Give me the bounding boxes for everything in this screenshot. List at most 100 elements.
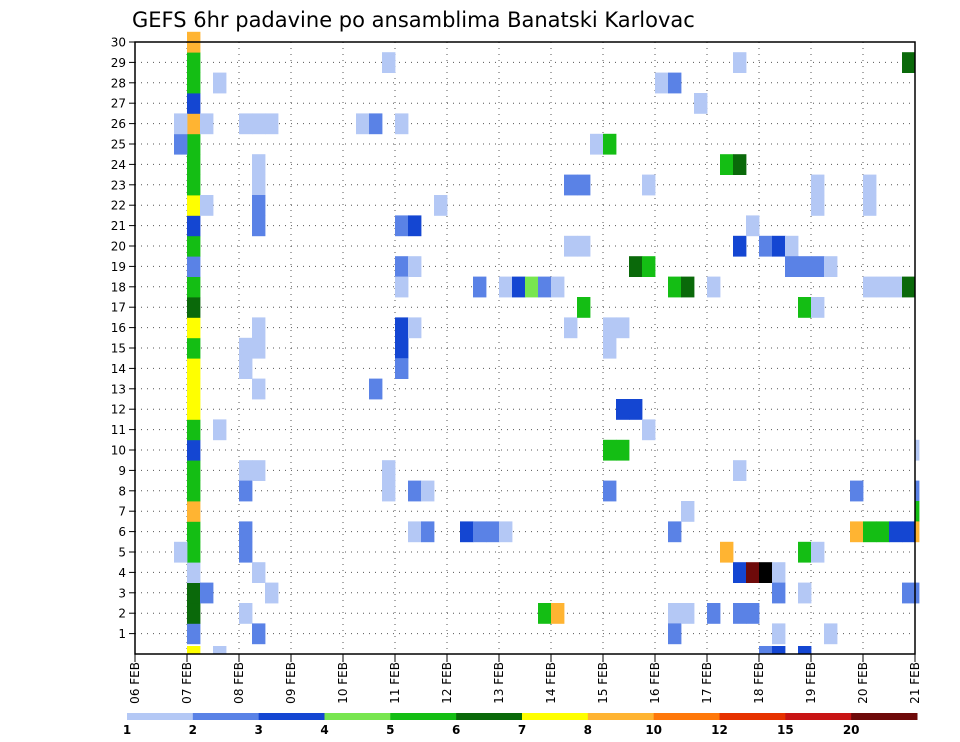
- x-tick-label: 14 FEB: [544, 662, 558, 704]
- precip-cell: [746, 562, 760, 583]
- precip-cell: [850, 480, 864, 502]
- precip-cell: [772, 623, 786, 645]
- precip-cell: [915, 582, 920, 604]
- precip-cell: [187, 276, 201, 298]
- legend-label: 3: [254, 723, 262, 737]
- y-axis: 1234567891011121314151617181920212223242…: [111, 36, 135, 641]
- precip-cell: [707, 603, 721, 624]
- precip-cell: [239, 603, 253, 624]
- y-tick-label: 2: [118, 607, 126, 621]
- precip-cell: [616, 317, 630, 339]
- precip-cell: [252, 174, 266, 196]
- precip-cell: [564, 317, 578, 339]
- legend-label: 12: [711, 723, 728, 737]
- precip-cell: [772, 582, 786, 604]
- precip-cell: [187, 646, 201, 655]
- precip-cell: [187, 521, 201, 543]
- precip-cell: [460, 521, 474, 543]
- precip-cell: [187, 562, 201, 583]
- precip-cell: [187, 52, 201, 73]
- precip-cell: [538, 603, 552, 624]
- precip-cell: [395, 113, 409, 135]
- y-tick-label: 15: [111, 342, 126, 356]
- x-tick-label: 21 FEB: [908, 662, 922, 704]
- precip-cell: [200, 582, 214, 604]
- precip-cell: [811, 195, 825, 216]
- precip-cell: [772, 562, 786, 583]
- y-tick-label: 3: [118, 586, 126, 600]
- y-tick-label: 10: [111, 444, 126, 458]
- precip-cell: [174, 133, 188, 155]
- precip-cell: [720, 541, 734, 563]
- precip-cell: [863, 276, 877, 298]
- precip-cell: [382, 460, 396, 481]
- x-tick-label: 15 FEB: [596, 662, 610, 704]
- precip-cell: [187, 358, 201, 379]
- y-tick-label: 8: [118, 484, 126, 498]
- precip-cell: [200, 113, 214, 135]
- precip-cell: [811, 541, 825, 563]
- precip-cell: [421, 480, 435, 502]
- y-tick-label: 6: [118, 525, 126, 539]
- precip-cell: [239, 480, 253, 502]
- y-tick-label: 19: [111, 260, 126, 274]
- precip-cell: [603, 480, 617, 502]
- precip-cell: [733, 52, 747, 73]
- y-tick-label: 23: [111, 178, 126, 192]
- y-tick-label: 20: [111, 240, 126, 254]
- precip-cell: [408, 521, 422, 543]
- precip-cell: [551, 276, 565, 298]
- legend-swatch: [653, 713, 720, 720]
- precip-cell: [798, 582, 812, 604]
- y-tick-label: 24: [111, 158, 126, 172]
- precip-cell: [187, 256, 201, 277]
- precip-cell: [187, 623, 201, 645]
- precip-cell: [629, 399, 643, 420]
- precip-cell: [408, 480, 422, 502]
- precip-cell: [889, 276, 903, 298]
- precip-cell: [265, 113, 279, 135]
- precip-cell: [915, 501, 920, 522]
- legend-label: 1: [123, 723, 131, 737]
- precip-cell: [486, 521, 500, 543]
- precip-cell: [239, 460, 253, 481]
- precip-cell: [733, 235, 747, 257]
- legend-label: 7: [518, 723, 526, 737]
- x-tick-label: 11 FEB: [388, 662, 402, 704]
- y-tick-label: 27: [111, 97, 126, 111]
- x-tick-label: 09 FEB: [284, 662, 298, 704]
- legend-label: 20: [843, 723, 860, 737]
- precip-cell: [772, 646, 786, 655]
- precip-cell: [395, 276, 409, 298]
- precip-cell: [863, 174, 877, 196]
- precip-cell: [187, 133, 201, 155]
- x-tick-label: 16 FEB: [648, 662, 662, 704]
- precip-cell: [473, 276, 487, 298]
- precip-cell: [538, 276, 552, 298]
- precip-cell: [369, 378, 383, 400]
- y-tick-label: 5: [118, 546, 126, 560]
- y-tick-label: 12: [111, 403, 126, 417]
- precip-cell: [577, 174, 591, 196]
- precip-cell: [642, 419, 656, 441]
- precip-cell: [681, 276, 695, 298]
- precip-cell: [187, 541, 201, 563]
- precip-cell: [590, 133, 604, 155]
- y-tick-label: 17: [111, 301, 126, 315]
- precip-cell: [603, 133, 617, 155]
- precip-cell: [811, 297, 825, 318]
- y-tick-label: 18: [111, 280, 126, 294]
- precip-cell: [187, 603, 201, 624]
- precip-cell: [850, 521, 864, 543]
- x-tick-label: 18 FEB: [752, 662, 766, 704]
- legend-swatch: [719, 713, 786, 720]
- x-tick-label: 08 FEB: [232, 662, 246, 704]
- precip-cell: [213, 72, 227, 94]
- precip-cell: [187, 93, 201, 114]
- x-tick-label: 06 FEB: [128, 662, 142, 704]
- precip-cell: [681, 603, 695, 624]
- x-tick-label: 17 FEB: [700, 662, 714, 704]
- y-tick-label: 4: [118, 566, 126, 580]
- precip-cell: [616, 399, 630, 420]
